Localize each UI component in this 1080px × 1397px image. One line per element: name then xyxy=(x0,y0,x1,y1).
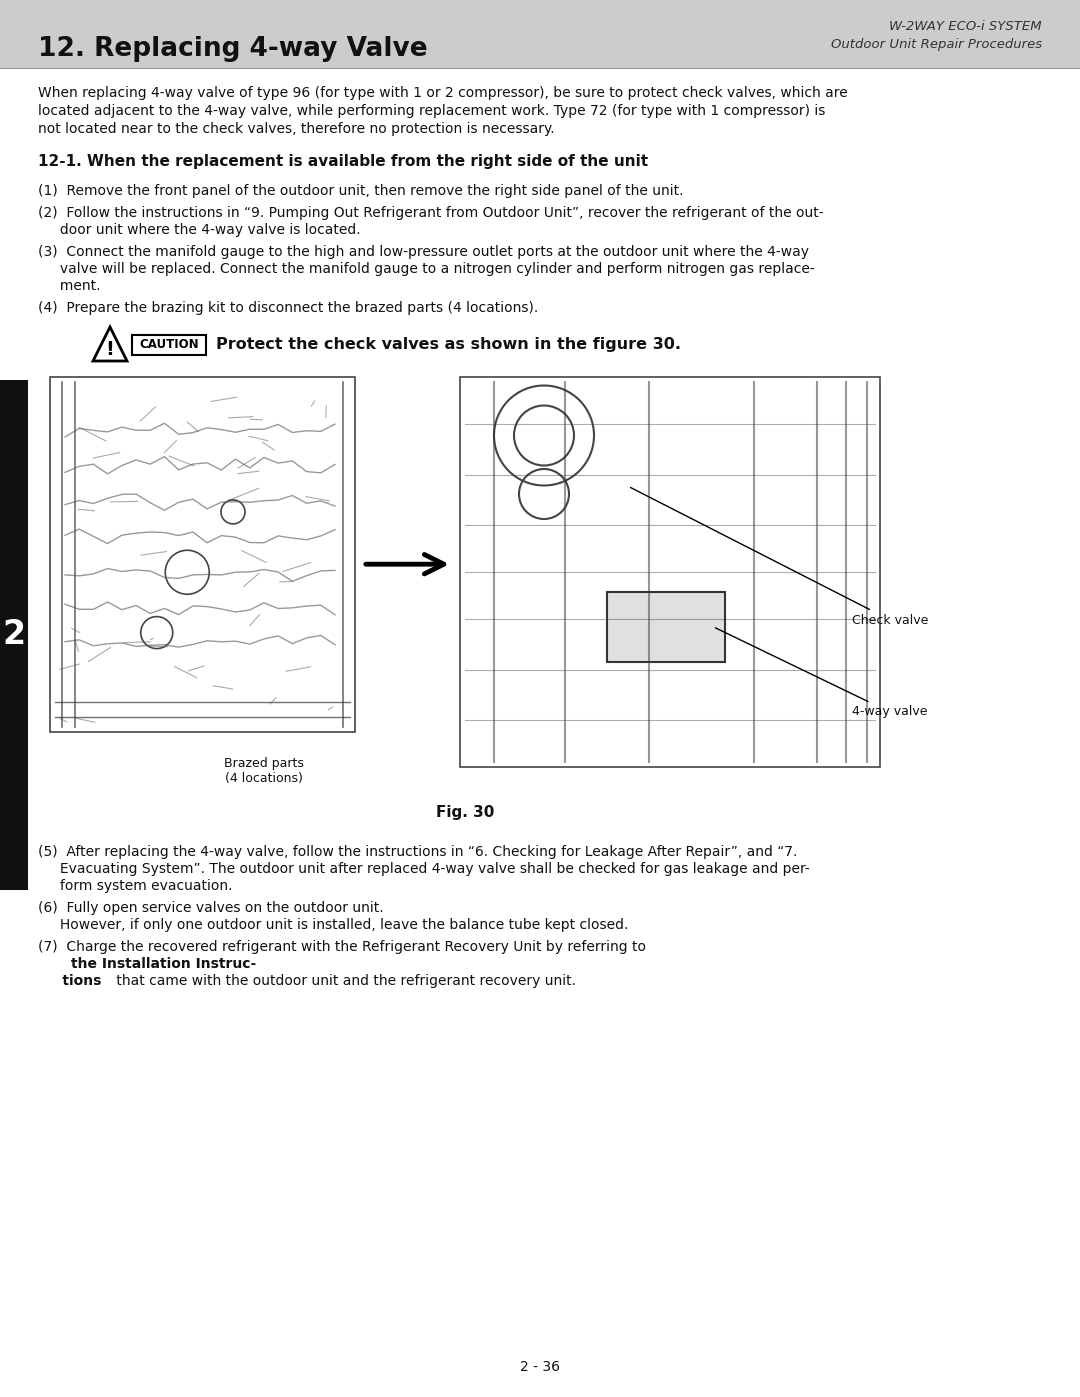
Text: (7)  Charge the recovered refrigerant with the Refrigerant Recovery Unit by refe: (7) Charge the recovered refrigerant wit… xyxy=(38,940,650,954)
Bar xyxy=(0,380,28,890)
Text: ment.: ment. xyxy=(38,279,100,293)
Text: (4)  Prepare the brazing kit to disconnect the brazed parts (4 locations).: (4) Prepare the brazing kit to disconnec… xyxy=(38,300,538,314)
Text: located adjacent to the 4-way valve, while performing replacement work. Type 72 : located adjacent to the 4-way valve, whi… xyxy=(38,103,825,117)
Text: 12-1. When the replacement is available from the right side of the unit: 12-1. When the replacement is available … xyxy=(38,154,648,169)
Text: Fig. 30: Fig. 30 xyxy=(436,805,495,820)
Text: door unit where the 4-way valve is located.: door unit where the 4-way valve is locat… xyxy=(38,224,361,237)
Text: (2)  Follow the instructions in “9. Pumping Out Refrigerant from Outdoor Unit”, : (2) Follow the instructions in “9. Pumpi… xyxy=(38,205,824,219)
Text: 2 - 36: 2 - 36 xyxy=(519,1361,561,1375)
Text: Protect the check valves as shown in the figure 30.: Protect the check valves as shown in the… xyxy=(216,338,681,352)
Text: CAUTION: CAUTION xyxy=(139,338,199,352)
Text: Evacuating System”. The outdoor unit after replaced 4-way valve shall be checked: Evacuating System”. The outdoor unit aft… xyxy=(38,862,810,876)
Text: W-2WAY ECO-i SYSTEM: W-2WAY ECO-i SYSTEM xyxy=(889,20,1042,34)
Bar xyxy=(0,0,1080,68)
Text: However, if only one outdoor unit is installed, leave the balance tube kept clos: However, if only one outdoor unit is ins… xyxy=(38,918,629,932)
Text: the Installation Instruc-: the Installation Instruc- xyxy=(71,957,256,971)
Text: 2: 2 xyxy=(2,619,26,651)
Text: When replacing 4-way valve of type 96 (for type with 1 or 2 compressor), be sure: When replacing 4-way valve of type 96 (f… xyxy=(38,87,848,101)
Text: valve will be replaced. Connect the manifold gauge to a nitrogen cylinder and pe: valve will be replaced. Connect the mani… xyxy=(38,263,814,277)
Text: not located near to the check valves, therefore no protection is necessary.: not located near to the check valves, th… xyxy=(38,122,555,136)
Polygon shape xyxy=(93,327,127,360)
Text: (1)  Remove the front panel of the outdoor unit, then remove the right side pane: (1) Remove the front panel of the outdoo… xyxy=(38,184,684,198)
Text: tions: tions xyxy=(38,974,102,988)
Text: form system evacuation.: form system evacuation. xyxy=(38,879,232,893)
Text: that came with the outdoor unit and the refrigerant recovery unit.: that came with the outdoor unit and the … xyxy=(112,974,576,988)
Text: (6)  Fully open service valves on the outdoor unit.: (6) Fully open service valves on the out… xyxy=(38,901,383,915)
Bar xyxy=(132,335,206,355)
Text: (5)  After replacing the 4-way valve, follow the instructions in “6. Checking fo: (5) After replacing the 4-way valve, fol… xyxy=(38,845,797,859)
Text: Outdoor Unit Repair Procedures: Outdoor Unit Repair Procedures xyxy=(831,38,1042,52)
Bar xyxy=(607,591,725,662)
Text: !: ! xyxy=(106,339,114,359)
Text: (3)  Connect the manifold gauge to the high and low-pressure outlet ports at the: (3) Connect the manifold gauge to the hi… xyxy=(38,244,809,258)
Text: 12. Replacing 4-way Valve: 12. Replacing 4-way Valve xyxy=(38,36,428,61)
Text: 4-way valve: 4-way valve xyxy=(715,627,928,718)
Bar xyxy=(460,377,880,767)
Bar xyxy=(50,377,355,732)
Text: Check valve: Check valve xyxy=(631,488,929,626)
Text: Brazed parts
(4 locations): Brazed parts (4 locations) xyxy=(224,757,303,785)
